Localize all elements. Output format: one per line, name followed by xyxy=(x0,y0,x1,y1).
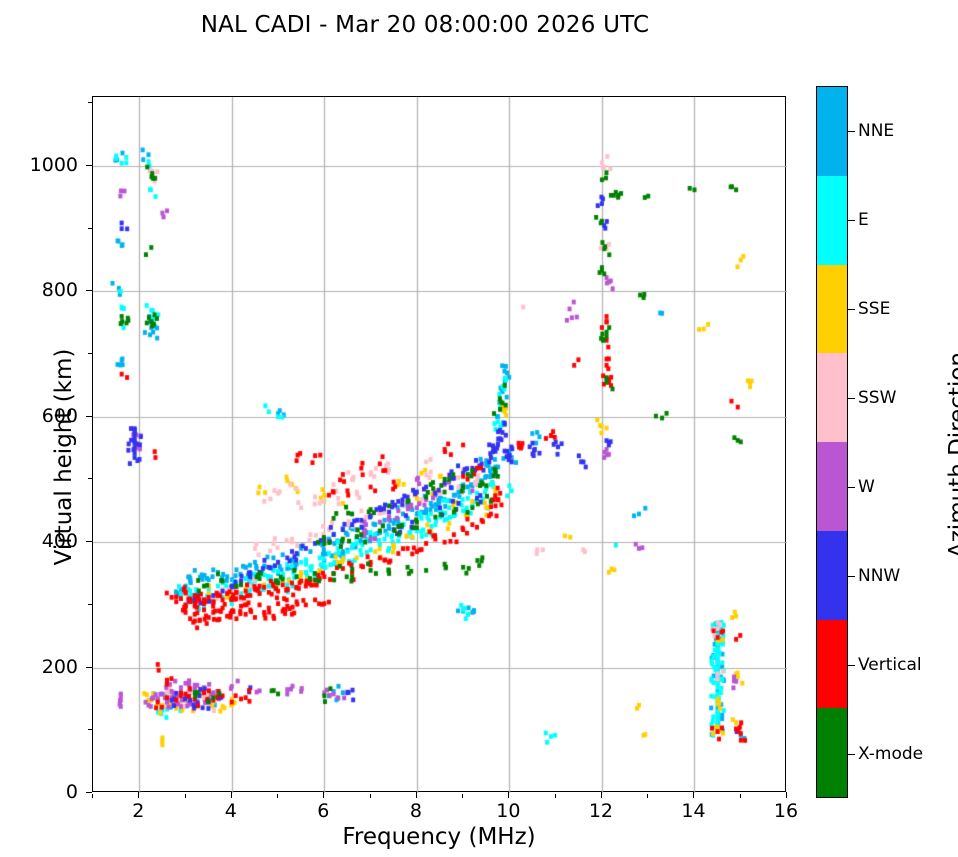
x-minor-tick-mark xyxy=(647,794,649,798)
colorbar-segment-nne[interactable] xyxy=(817,87,847,176)
y-minor-tick-mark xyxy=(88,102,92,104)
x-tick-label: 12 xyxy=(588,800,614,822)
y-tick-mark xyxy=(86,666,92,668)
x-tick-mark xyxy=(600,792,602,798)
colorbar-segment-vertical[interactable] xyxy=(817,619,847,709)
x-tick-mark xyxy=(415,792,417,798)
y-minor-tick-mark xyxy=(88,227,92,229)
colorbar-segment-nnw[interactable] xyxy=(817,530,847,620)
y-tick-mark xyxy=(86,164,92,166)
y-tick-mark xyxy=(86,541,92,543)
y-tick-label: 200 xyxy=(41,655,78,678)
colorbar-title: Azimuth Direction xyxy=(945,352,958,558)
x-minor-tick-mark xyxy=(92,794,93,798)
colorbar-tick-mark xyxy=(848,397,855,399)
colorbar-tick-mark xyxy=(848,753,855,755)
colorbar-tick-mark xyxy=(848,130,855,132)
x-axis-ticks: 2 4 6 8 10 12 14 16 xyxy=(0,792,958,830)
colorbar-label-ssw: SSW xyxy=(858,387,897,408)
x-tick-label: 6 xyxy=(317,800,330,822)
y-tick-label: 800 xyxy=(41,279,78,302)
plot-area[interactable] xyxy=(92,96,787,793)
colorbar-tick-mark xyxy=(848,219,855,221)
colorbar-segment-x-mode[interactable] xyxy=(817,708,847,797)
y-tick-mark xyxy=(86,415,92,417)
x-tick-label: 16 xyxy=(773,800,799,822)
colorbar-segment-e[interactable] xyxy=(817,175,847,265)
x-minor-tick-mark xyxy=(184,794,186,798)
x-minor-tick-mark xyxy=(462,794,464,798)
x-tick-mark xyxy=(230,792,232,798)
colorbar-tick-mark xyxy=(848,486,855,488)
colorbar-label-sse: SSE xyxy=(858,298,891,319)
colorbar-segment-w[interactable] xyxy=(817,442,847,531)
x-tick-label: 2 xyxy=(132,800,145,822)
x-tick-mark xyxy=(693,792,695,798)
colorbar-tick-mark xyxy=(848,664,855,666)
scatter-canvas[interactable] xyxy=(93,97,787,793)
x-tick-label: 4 xyxy=(224,800,237,822)
x-axis-label: Frequency (MHz) xyxy=(342,824,536,850)
y-axis-label: Virtual height (km) xyxy=(51,348,77,566)
y-minor-tick-mark xyxy=(88,353,92,355)
y-tick-label: 600 xyxy=(41,404,78,427)
y-minor-tick-mark xyxy=(88,478,92,480)
x-minor-tick-mark xyxy=(554,794,556,798)
y-tick-label: 0 xyxy=(65,781,78,803)
page-title: NAL CADI - Mar 20 08:00:00 2026 UTC xyxy=(200,12,650,38)
x-tick-mark xyxy=(138,792,140,798)
colorbar-segment-ssw[interactable] xyxy=(817,353,847,442)
y-tick-label: 400 xyxy=(41,530,78,553)
x-tick-label: 14 xyxy=(681,800,706,822)
y-tick-mark xyxy=(86,792,92,793)
x-tick-label: 10 xyxy=(496,800,521,822)
x-tick-mark xyxy=(323,792,325,798)
x-tick-label: 8 xyxy=(409,800,422,822)
x-tick-mark xyxy=(786,792,787,798)
colorbar-label-x-mode: X-mode xyxy=(858,743,924,764)
x-tick-mark xyxy=(508,792,510,798)
colorbar-segment-sse[interactable] xyxy=(817,264,847,354)
colorbar-tick-mark xyxy=(848,308,855,310)
colorbar[interactable] xyxy=(816,86,848,798)
y-minor-tick-mark xyxy=(88,603,92,605)
colorbar-label-w: W xyxy=(858,476,875,497)
x-minor-tick-mark xyxy=(369,794,371,798)
x-minor-tick-mark xyxy=(739,794,741,798)
y-minor-tick-mark xyxy=(88,729,92,731)
colorbar-label-nnw: NNW xyxy=(858,565,901,586)
colorbar-tick-mark xyxy=(848,575,855,577)
y-tick-label: 1000 xyxy=(29,153,78,176)
y-tick-mark xyxy=(86,290,92,292)
colorbar-label-e: E xyxy=(858,209,869,230)
colorbar-label-vertical: Vertical xyxy=(858,654,922,675)
colorbar-label-nne: NNE xyxy=(858,120,895,141)
x-minor-tick-mark xyxy=(277,794,279,798)
y-axis-ticks: 0 200 400 600 800 1000 xyxy=(0,0,92,857)
